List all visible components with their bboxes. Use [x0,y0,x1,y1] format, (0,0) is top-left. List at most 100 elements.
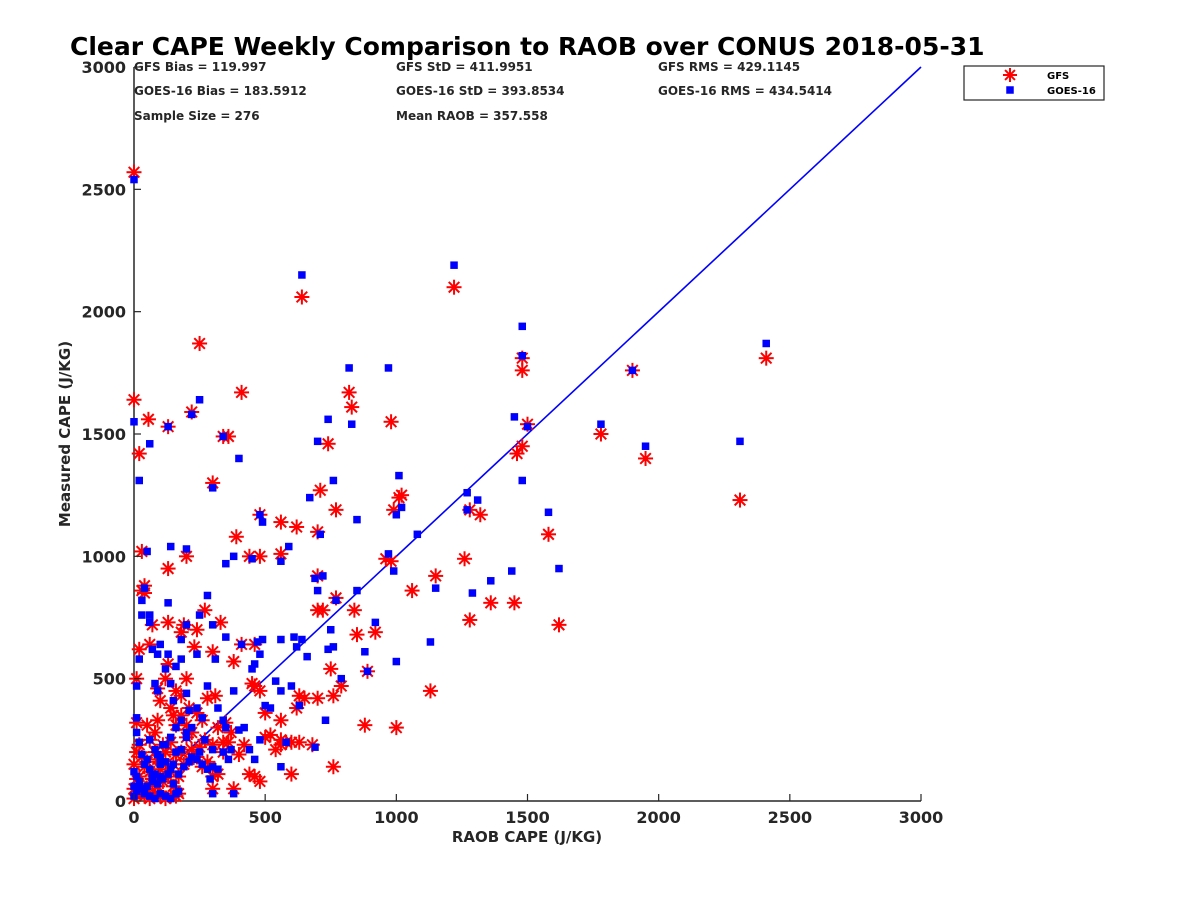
y-tick-label: 500 [93,670,126,689]
goes16-point [145,618,154,627]
goes16-point [258,518,267,526]
gfs-point [328,502,344,518]
gfs-point [262,727,278,743]
gfs-point [310,690,326,706]
goes16-point [156,772,164,781]
gfs-point [140,411,156,427]
goes16-point [473,496,482,504]
gfs-point [205,644,221,660]
goes16-point [211,655,220,663]
gfs-point [551,617,567,633]
goes16-point [463,506,471,514]
gfs-point [758,350,774,366]
gfs-point [540,526,556,542]
goes16-point [311,743,319,751]
goes16-point [597,420,605,428]
goes16-point [135,655,143,663]
goes16-point [256,510,264,519]
goes16-point [313,586,322,595]
goes16-point [169,760,178,769]
goes16-point [321,716,330,725]
goes16-point [271,677,280,685]
goes16-point [132,728,141,737]
goes16-point [166,679,175,688]
goes16-point [319,572,327,580]
goes16-point [277,557,285,565]
goes16-point [261,701,269,710]
goes16-point [523,422,532,431]
goes16-point [193,704,201,712]
legend-box [963,65,1105,101]
goes16-point [227,745,235,754]
goes16-point [174,770,183,778]
goes16-point [166,794,175,803]
goes16-point [518,322,527,331]
goes16-point [431,584,440,592]
goes16-point [143,782,151,791]
goes16-point [295,701,304,710]
gfs-point [446,279,462,295]
gfs-point [388,720,404,736]
legend-gfs-marker [1003,68,1017,82]
goes16-point [166,733,175,742]
goes16-point [258,635,267,644]
goes16-point [143,755,151,764]
goes16-point [135,738,143,747]
gfs-point [483,595,499,611]
goes16-point [384,550,393,558]
goes16-point [250,660,259,668]
goes16-point [161,792,170,800]
goes16-point [329,643,338,651]
goes16-point [135,785,143,793]
gfs-point [192,335,208,351]
goes16-point [172,748,180,756]
goes16-point [148,777,157,786]
goes16-point [736,437,744,446]
stat-gfs-rms: GFS RMS = 429.1145 [658,60,800,74]
goes16-point [130,418,138,426]
goes16-point [177,635,185,644]
goes16-point [161,665,170,673]
goes16-point [185,758,193,766]
goes16-point [311,574,319,583]
gfs-point [394,487,410,503]
goes16-point [164,770,172,778]
goes16-point [185,706,193,715]
legend-gfs-asterisk [1003,68,1017,82]
goes16-point [235,454,243,463]
goes16-point [187,723,196,732]
stat-goes16-bias: GOES-16 Bias = 183.5912 [134,84,307,98]
goes16-point [145,792,154,800]
goes16-point [208,621,217,629]
goes16-point [287,682,296,690]
goes16-point [214,765,222,773]
gfs-point [341,384,357,400]
gfs-point [291,734,307,750]
gfs-point [131,446,147,462]
x-tick-label: 1000 [374,808,419,827]
goes16-point [518,476,527,485]
goes16-point [285,542,293,551]
gfs-point [273,712,289,728]
goes16-point [182,728,191,737]
goes16-point [174,787,183,795]
goes16-point [277,635,285,644]
goes16-point [135,476,143,485]
gfs-point [178,548,194,564]
gfs-point [168,683,184,699]
gfs-point [160,561,176,577]
gfs-point [472,507,488,523]
goes16-point [555,564,563,573]
gfs-point [252,773,268,789]
goes16-point [290,633,298,641]
gfs-point [247,678,263,694]
gfs-point [228,529,244,545]
goes16-point [130,767,138,776]
gfs-point [160,614,176,630]
goes16-point [138,611,146,619]
goes16-point [198,714,206,722]
goes16-point [224,755,233,764]
goes16-point [140,789,149,798]
goes16-point [208,745,217,754]
